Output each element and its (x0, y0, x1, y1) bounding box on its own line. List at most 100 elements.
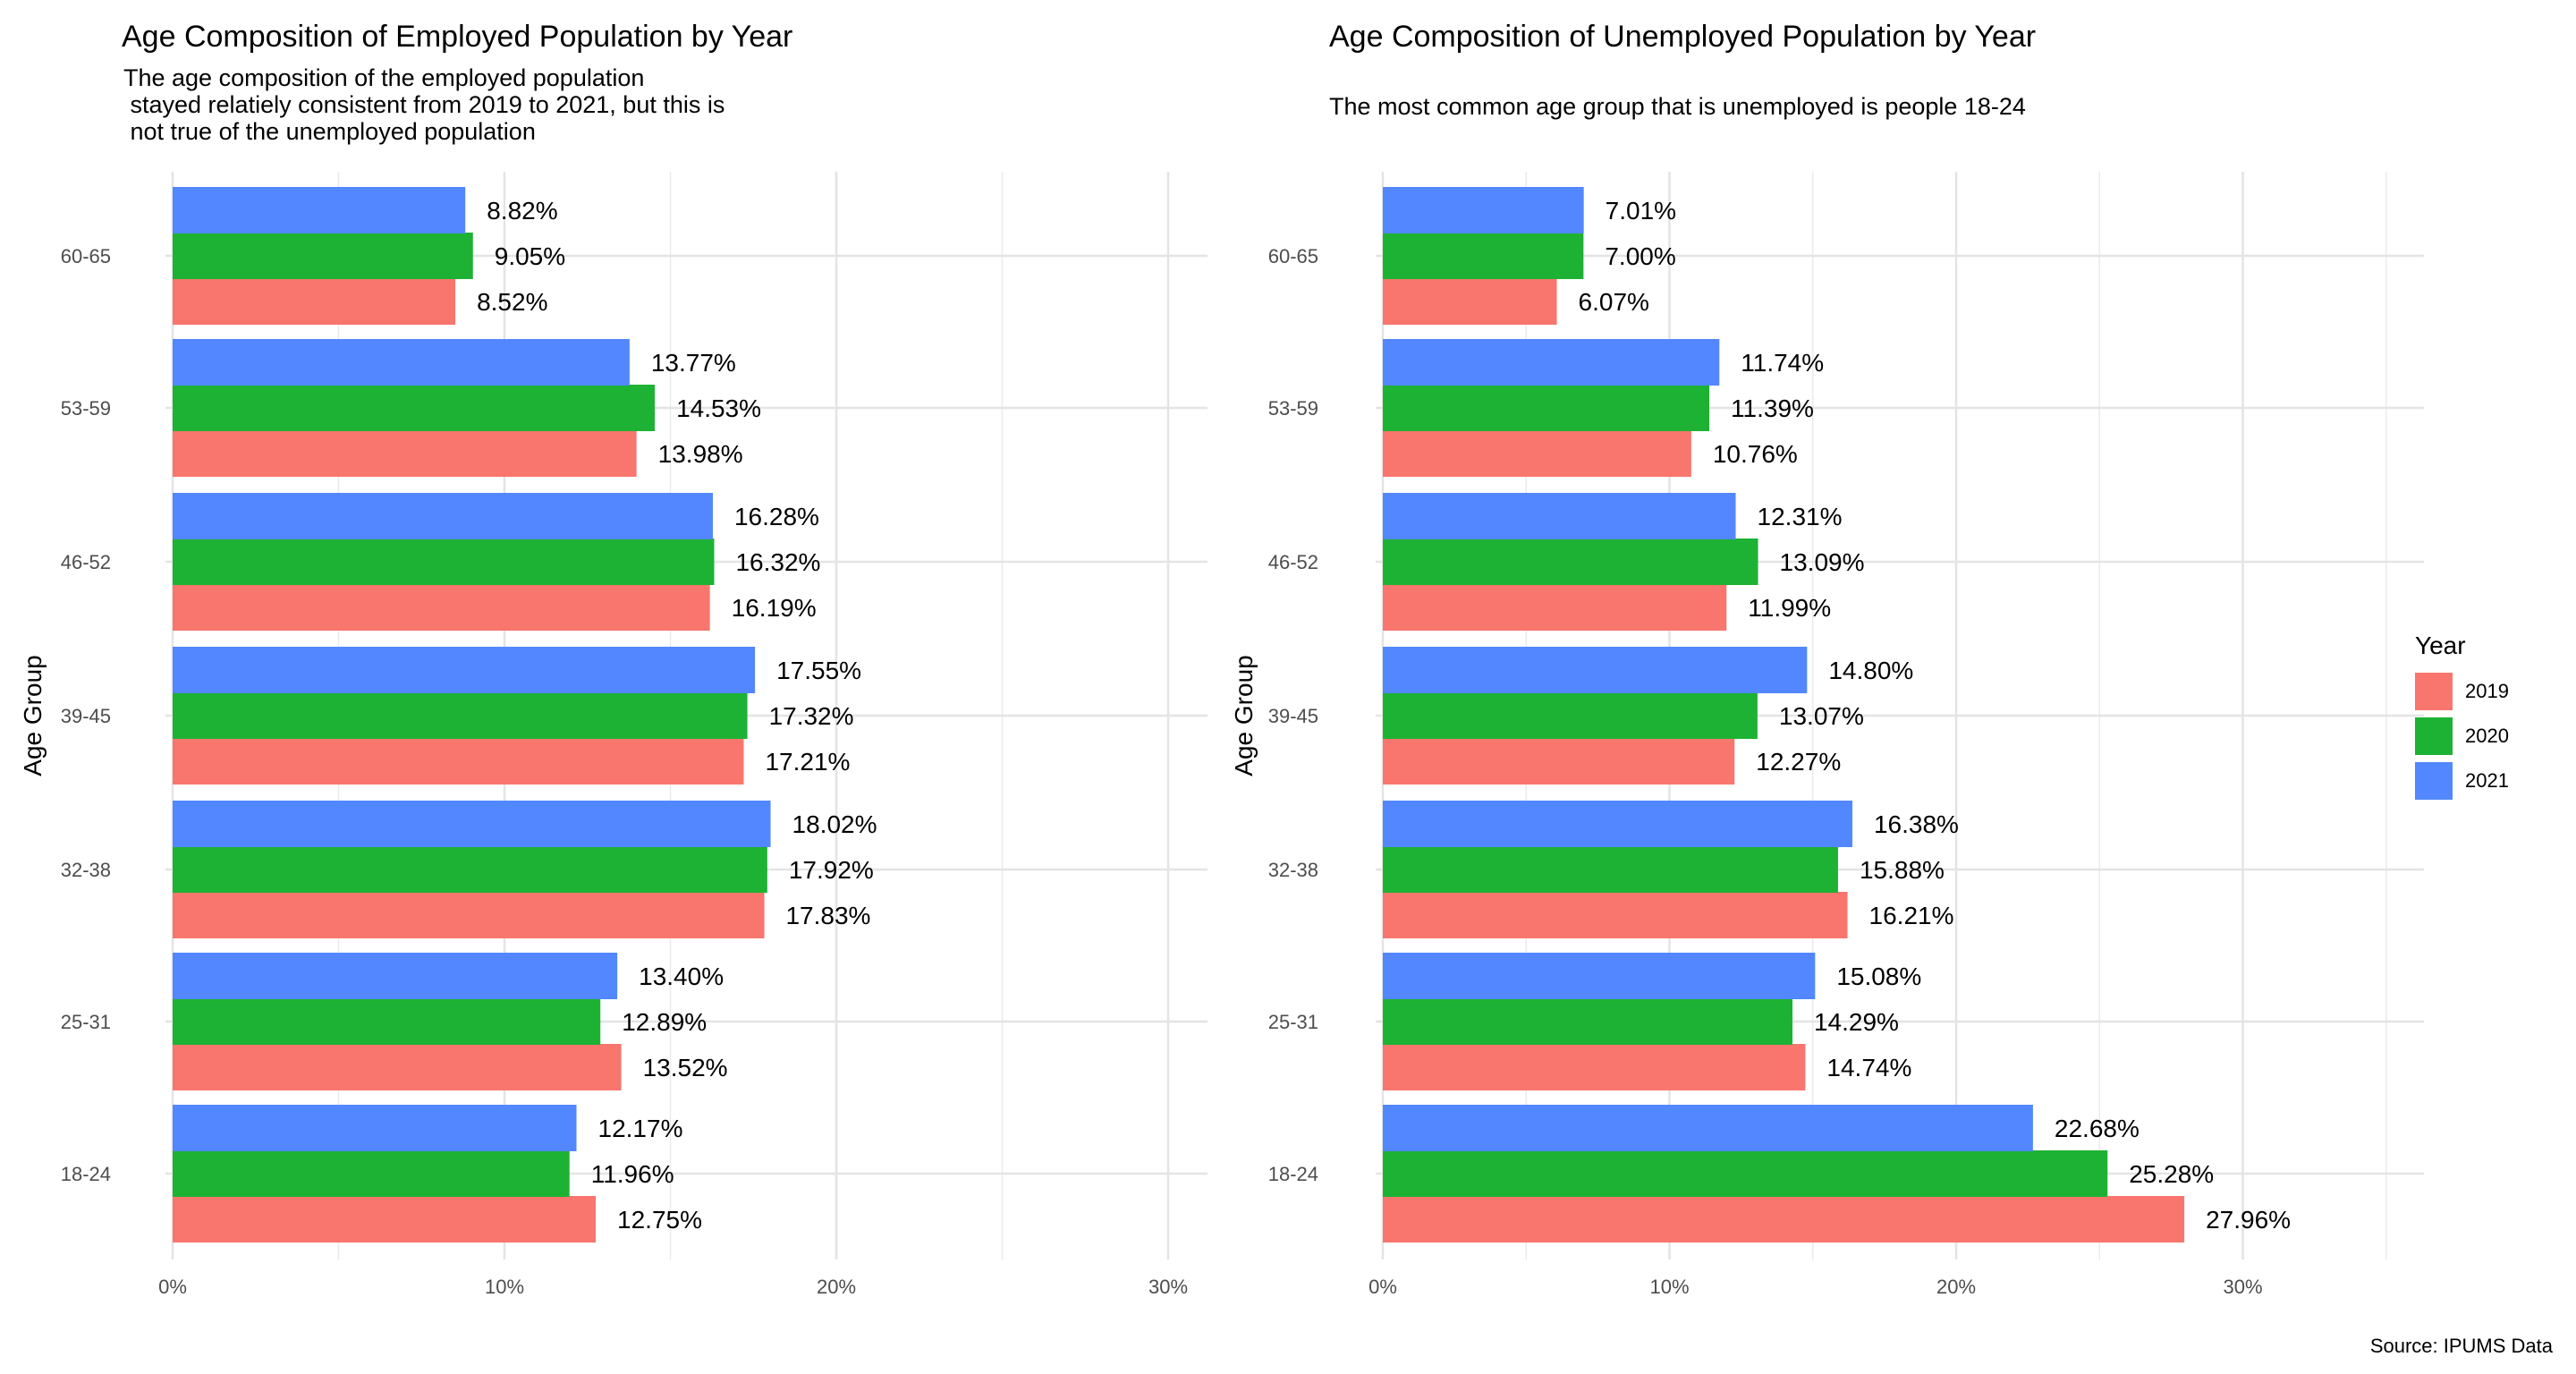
unemployed-value-label: 11.74% (1741, 349, 1824, 377)
employed-bar-2019-39-45 (173, 738, 744, 785)
employed-value-label: 17.32% (769, 702, 854, 730)
legend-label-2020: 2020 (2465, 725, 2509, 747)
x-tick-label: 30% (1148, 1276, 1188, 1298)
employed-chart-panel: Age Composition of Employed Population b… (0, 0, 1216, 1374)
employed-value-label: 17.55% (776, 657, 861, 684)
employed-value-label: 9.05% (495, 242, 565, 270)
employed-value-label: 18.02% (792, 810, 877, 838)
unemployed-chart-panel: Age Composition of Unemployed Population… (1216, 0, 2576, 1374)
employed-value-label: 13.98% (658, 440, 743, 468)
unemployed-chart-title: Age Composition of Unemployed Population… (1329, 20, 2037, 54)
unemployed-value-label: 14.74% (1826, 1054, 1911, 1081)
employed-bar-2021-46-52 (173, 493, 713, 539)
unemployed-bar-2021-53-59 (1383, 339, 1720, 386)
employed-bar-2021-18-24 (173, 1105, 577, 1151)
year-legend: Year 2019 2020 2021 (2415, 632, 2509, 803)
unemployed-value-label: 25.28% (2129, 1160, 2214, 1188)
unemployed-value-label: 11.99% (1748, 594, 1831, 622)
employed-value-label: 13.52% (643, 1054, 728, 1081)
unemployed-bar-2020-46-52 (1383, 539, 1758, 585)
y-tick-label: 32-38 (61, 859, 111, 881)
employed-bar-2020-46-52 (173, 539, 715, 585)
employed-bar-chart: 12.75% 13.52% 17.83% 17.21% 16.19% 13.98% 8.52… (19, 172, 1208, 1298)
y-tick-label: 60-65 (61, 245, 111, 267)
unemployed-bar-2019-39-45 (1383, 738, 1735, 785)
employed-value-label: 13.40% (639, 963, 724, 990)
unemployed-value-label: 7.01% (1606, 197, 1676, 225)
legend-swatch-2020 (2415, 717, 2453, 755)
unemployed-bar-2021-46-52 (1383, 493, 1736, 539)
employed-bar-2021-32-38 (173, 801, 771, 847)
unemployed-value-label: 6.07% (1579, 288, 1649, 316)
source-caption: Source: IPUMS Data (2369, 1335, 2553, 1357)
employed-bar-2020-60-65 (173, 233, 473, 279)
unemployed-bar-2019-25-31 (1383, 1044, 1806, 1090)
unemployed-bar-2021-39-45 (1383, 647, 1808, 693)
legend-item-2019: 2019 (2415, 669, 2509, 714)
legend-title: Year (2415, 632, 2466, 659)
legend-item-2021: 2021 (2415, 759, 2509, 803)
employed-bar-2019-60-65 (173, 278, 456, 325)
unemployed-value-label: 13.07% (1779, 702, 1864, 730)
y-tick-label: 18-24 (61, 1163, 111, 1185)
employed-bar-2020-25-31 (173, 998, 601, 1045)
employed-value-label: 13.77% (651, 349, 736, 377)
unemployed-bar-2021-25-31 (1383, 953, 1816, 999)
unemployed-bar-2021-60-65 (1383, 187, 1584, 233)
unemployed-bar-2021-18-24 (1383, 1105, 2033, 1151)
unemployed-value-label: 15.88% (1860, 856, 1945, 884)
y-tick-label: 60-65 (1268, 245, 1318, 267)
employed-bar-2020-53-59 (173, 385, 656, 431)
employed-value-label: 17.83% (785, 902, 870, 929)
unemployed-bar-2019-32-38 (1383, 892, 1848, 938)
employed-chart-subtitle: The age composition of the employed popu… (123, 64, 725, 145)
y-axis-title: Age Group (1230, 655, 1258, 776)
unemployed-value-label: 22.68% (2055, 1115, 2140, 1142)
x-tick-label: 20% (817, 1276, 856, 1298)
unemployed-bar-2021-32-38 (1383, 801, 1852, 847)
employed-bar-2021-60-65 (173, 187, 466, 233)
employed-bar-2019-46-52 (173, 584, 710, 631)
y-tick-label: 32-38 (1268, 859, 1318, 881)
employed-bar-2021-25-31 (173, 953, 618, 999)
employed-value-label: 17.92% (789, 856, 874, 884)
employed-value-label: 16.28% (734, 503, 819, 530)
employed-chart-title: Age Composition of Employed Population b… (122, 20, 793, 54)
employed-bar-2020-39-45 (173, 692, 748, 739)
y-tick-label: 25-31 (1268, 1011, 1318, 1033)
y-tick-label: 39-45 (61, 705, 111, 727)
y-tick-label: 18-24 (1268, 1163, 1318, 1185)
employed-value-label: 12.17% (598, 1115, 683, 1142)
y-tick-label: 39-45 (1268, 705, 1318, 727)
x-tick-label: 10% (485, 1276, 524, 1298)
employed-value-label: 14.53% (676, 394, 761, 422)
employed-bar-2020-18-24 (173, 1150, 570, 1197)
employed-value-label: 16.32% (735, 548, 820, 576)
legend-item-2020: 2020 (2415, 714, 2509, 759)
legend-swatch-2019 (2415, 673, 2453, 710)
employed-value-label: 8.82% (487, 197, 557, 225)
legend-label-2019: 2019 (2465, 680, 2509, 702)
y-tick-label: 46-52 (1268, 551, 1318, 573)
unemployed-bar-2020-39-45 (1383, 692, 1758, 739)
unemployed-chart-subtitle: The most common age group that is unempl… (1329, 93, 2026, 120)
unemployed-value-label: 12.31% (1758, 503, 1843, 530)
unemployed-value-label: 10.76% (1713, 440, 1798, 468)
employed-bar-2021-39-45 (173, 647, 756, 693)
y-tick-label: 53-59 (1268, 397, 1318, 420)
x-tick-label: 30% (2223, 1276, 2262, 1298)
unemployed-value-label: 16.21% (1869, 902, 1954, 929)
employed-value-label: 8.52% (477, 288, 547, 316)
unemployed-value-label: 13.09% (1780, 548, 1865, 576)
unemployed-value-label: 15.08% (1836, 963, 1921, 990)
unemployed-bar-2020-25-31 (1383, 998, 1792, 1045)
employed-bar-2021-53-59 (173, 339, 630, 386)
employed-bar-2019-32-38 (173, 892, 765, 938)
employed-bar-2019-25-31 (173, 1044, 622, 1090)
unemployed-bar-2019-18-24 (1383, 1196, 2185, 1243)
legend-swatch-2021 (2415, 762, 2453, 800)
unemployed-bar-2019-46-52 (1383, 584, 1727, 631)
x-tick-label: 10% (1649, 1276, 1689, 1298)
unemployed-value-label: 14.80% (1828, 657, 1913, 684)
x-tick-label: 0% (1368, 1276, 1397, 1298)
